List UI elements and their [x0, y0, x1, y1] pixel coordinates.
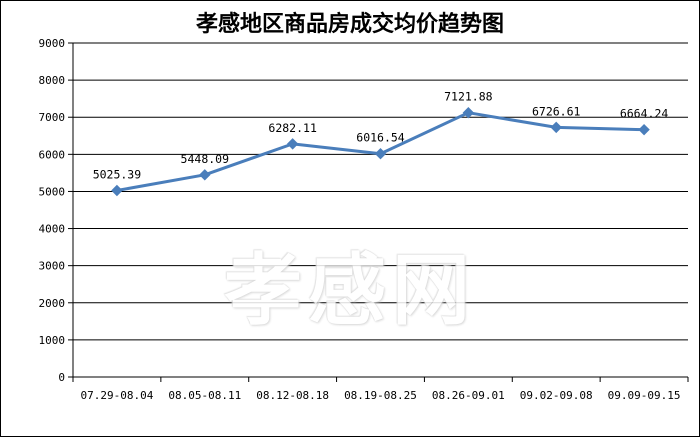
data-point-marker — [199, 169, 211, 181]
data-label: 5448.09 — [181, 152, 230, 166]
y-tick-label: 4000 — [39, 223, 66, 236]
y-tick-label: 1000 — [39, 334, 66, 347]
data-label: 5025.39 — [93, 168, 142, 182]
data-point-marker — [462, 106, 475, 119]
x-tick-label: 09.02-09.08 — [520, 389, 593, 402]
data-point-marker — [638, 123, 650, 136]
y-tick-label: 2000 — [39, 297, 66, 310]
x-tick-label: 08.26-09.01 — [432, 389, 505, 402]
y-tick-label: 3000 — [39, 260, 66, 273]
x-tick-label: 08.19-08.25 — [344, 389, 417, 402]
y-tick-label: 7000 — [39, 111, 66, 124]
y-tick-label: 9000 — [39, 37, 66, 50]
data-point-marker — [111, 184, 123, 197]
data-label: 6016.54 — [356, 131, 405, 145]
data-label: 7121.88 — [444, 90, 493, 104]
x-tick-label: 08.12-08.18 — [256, 389, 329, 402]
data-point-marker — [286, 138, 299, 150]
data-point-marker — [550, 121, 562, 134]
data-label: 6282.11 — [268, 121, 317, 135]
x-tick-label: 09.09-09.15 — [608, 389, 681, 402]
x-tick-label: 07.29-08.04 — [80, 389, 153, 402]
y-tick-label: 5000 — [39, 185, 66, 198]
watermark-logo: 孝感网 — [223, 246, 476, 336]
y-tick-label: 8000 — [39, 74, 66, 87]
y-tick-label: 0 — [58, 371, 65, 384]
data-label: 6726.61 — [532, 104, 581, 118]
data-point-marker — [374, 148, 387, 160]
data-label: 6664.24 — [620, 107, 669, 121]
x-tick-label: 08.05-08.11 — [168, 389, 241, 402]
y-tick-label: 6000 — [39, 148, 66, 161]
chart-title: 孝感地区商品房成交均价趋势图 — [195, 11, 504, 37]
